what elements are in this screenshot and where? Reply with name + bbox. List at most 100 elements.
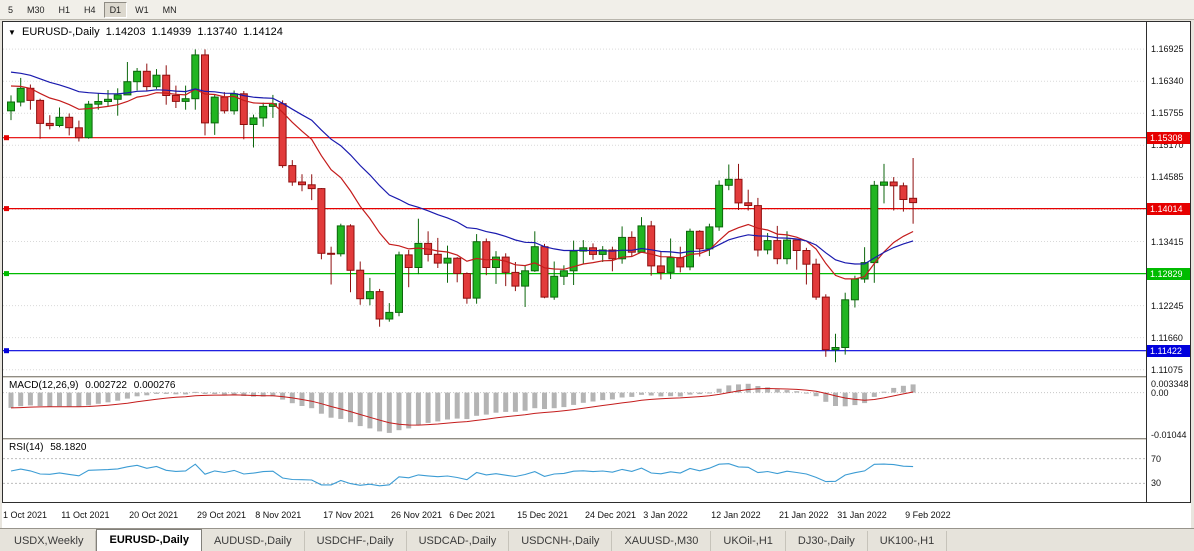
candle bbox=[433, 237, 442, 268]
macd-name: MACD(12,26,9) bbox=[9, 380, 79, 391]
timeframe-button-W1[interactable]: W1 bbox=[135, 4, 149, 15]
candle bbox=[783, 231, 791, 265]
candle bbox=[55, 107, 64, 128]
candle bbox=[365, 277, 374, 306]
chart-tab-usdcad-daily[interactable]: USDCAD-,Daily bbox=[407, 531, 510, 551]
chart-tab-ukoil-h1[interactable]: UKOil-,H1 bbox=[711, 531, 786, 551]
panel-separator[interactable] bbox=[3, 376, 1190, 378]
rsi-indicator-label: RSI(14) 58.1820 bbox=[9, 442, 90, 453]
candle bbox=[249, 114, 258, 148]
candle bbox=[821, 294, 830, 357]
chart-dropdown-icon[interactable]: ▼ bbox=[8, 28, 16, 37]
panel-separator[interactable] bbox=[3, 438, 1190, 440]
price-axis-label: 1.15755 bbox=[1151, 108, 1184, 119]
candle bbox=[501, 253, 510, 287]
timeframe-button-5[interactable]: 5 bbox=[8, 4, 14, 15]
candle bbox=[511, 262, 520, 292]
candle bbox=[94, 93, 103, 110]
chart-tab-usdchf-daily[interactable]: USDCHF-,Daily bbox=[305, 531, 407, 551]
macd-indicator-label: MACD(12,26,9) 0.002722 0.000276 bbox=[9, 380, 179, 391]
candle bbox=[724, 164, 733, 191]
candle bbox=[45, 115, 54, 130]
candle bbox=[239, 91, 248, 140]
candle bbox=[65, 113, 74, 136]
candle bbox=[181, 85, 190, 110]
chart-tab-usdcnh-daily[interactable]: USDCNH-,Daily bbox=[509, 531, 613, 551]
timeframe-button-H4[interactable]: H4 bbox=[84, 4, 96, 15]
ma-fast-red bbox=[10, 85, 914, 280]
candle bbox=[530, 231, 539, 272]
chart-tab-uk100-h1[interactable]: UK100-,H1 bbox=[868, 531, 948, 551]
candle bbox=[627, 231, 636, 256]
candle bbox=[375, 288, 384, 327]
candle bbox=[880, 163, 888, 204]
candle bbox=[569, 240, 578, 285]
candle bbox=[715, 180, 724, 231]
chart-tab-dj30-daily[interactable]: DJ30-,Daily bbox=[786, 531, 868, 551]
candle bbox=[395, 251, 403, 317]
date-axis-label: 20 Oct 2021 bbox=[129, 510, 179, 520]
chart-tab-xauusd-m30[interactable]: XAUUSD-,M30 bbox=[612, 531, 712, 551]
macd-axis-label: -0.01044 bbox=[1151, 429, 1187, 440]
timeframe-button-H1[interactable]: H1 bbox=[58, 4, 71, 15]
timeframe-button-MN[interactable]: MN bbox=[162, 4, 177, 15]
rsi-panel-canvas[interactable] bbox=[3, 440, 1146, 502]
candle bbox=[850, 275, 859, 308]
line-anchor[interactable] bbox=[4, 271, 9, 277]
candle bbox=[36, 98, 45, 139]
chart-symbol-label: EURUSD-,Daily bbox=[21, 26, 100, 38]
candle bbox=[521, 265, 530, 307]
candle bbox=[889, 177, 898, 211]
candle bbox=[841, 292, 850, 355]
price-axis-label: 1.11075 bbox=[1151, 364, 1183, 375]
candle bbox=[385, 303, 394, 322]
macd-axis-label: 0.00 bbox=[1151, 387, 1169, 398]
price-axis-label: 1.15170 bbox=[1151, 140, 1184, 151]
chart-tab-audusd-daily[interactable]: AUDUSD-,Daily bbox=[202, 531, 305, 551]
price-line-badge: 1.12829 bbox=[1147, 267, 1190, 280]
price-axis[interactable]: 1.16925 1.16340 1.15755 1.15170 1.14585 1.134… bbox=[1147, 22, 1190, 502]
price-line-badge: 1.11422 bbox=[1147, 344, 1190, 357]
timeframe-button-M30[interactable]: M30 bbox=[27, 4, 45, 15]
ohlc-low: 1.13740 bbox=[197, 26, 238, 38]
candle bbox=[773, 225, 782, 265]
ma-slow-blue bbox=[10, 71, 914, 265]
price-axis-label: 1.11660 bbox=[1151, 332, 1183, 343]
date-axis-label: 12 Jan 2022 bbox=[711, 510, 761, 520]
candle bbox=[424, 231, 433, 262]
candle bbox=[210, 94, 219, 135]
candle bbox=[462, 272, 471, 304]
price-axis-label: 1.16925 bbox=[1151, 44, 1184, 55]
price-axis-label: 1.16340 bbox=[1151, 76, 1184, 87]
candle bbox=[259, 102, 268, 127]
line-anchor[interactable] bbox=[4, 135, 9, 141]
candle bbox=[492, 251, 500, 284]
rsi-value: 58.1820 bbox=[50, 442, 87, 453]
macd-signal-line bbox=[10, 387, 914, 426]
candle bbox=[559, 265, 568, 285]
ohlc-close: 1.14124 bbox=[243, 26, 283, 38]
date-axis-label: 29 Oct 2021 bbox=[197, 510, 247, 520]
candle bbox=[453, 257, 462, 283]
candle bbox=[472, 234, 481, 304]
candle bbox=[482, 238, 491, 276]
ohlc-high: 1.14939 bbox=[151, 26, 192, 38]
candle bbox=[191, 49, 200, 110]
candle bbox=[812, 258, 821, 300]
price-line-badge: 1.15308 bbox=[1147, 131, 1190, 144]
candle bbox=[84, 100, 93, 139]
timeframe-button-D1[interactable]: D1 bbox=[103, 1, 128, 18]
macd-panel-canvas[interactable] bbox=[3, 378, 1146, 438]
candle bbox=[346, 224, 355, 293]
chart-tab-usdx-weekly[interactable]: USDX,Weekly bbox=[2, 531, 97, 551]
main-chart-canvas[interactable] bbox=[3, 22, 1146, 376]
candle bbox=[288, 160, 297, 186]
candle bbox=[598, 246, 607, 262]
rsi-axis-label: 30 bbox=[1151, 478, 1162, 489]
chart-tab-eurusd-daily[interactable]: EURUSD-,Daily bbox=[96, 529, 202, 551]
time-axis[interactable]: 1 Oct 2021 11 Oct 2021 20 Oct 2021 29 Oct 2… bbox=[2, 503, 1191, 528]
candle bbox=[695, 230, 704, 257]
line-anchor[interactable] bbox=[4, 348, 9, 354]
date-axis-label: 31 Jan 2022 bbox=[837, 510, 887, 520]
line-anchor[interactable] bbox=[4, 206, 9, 212]
